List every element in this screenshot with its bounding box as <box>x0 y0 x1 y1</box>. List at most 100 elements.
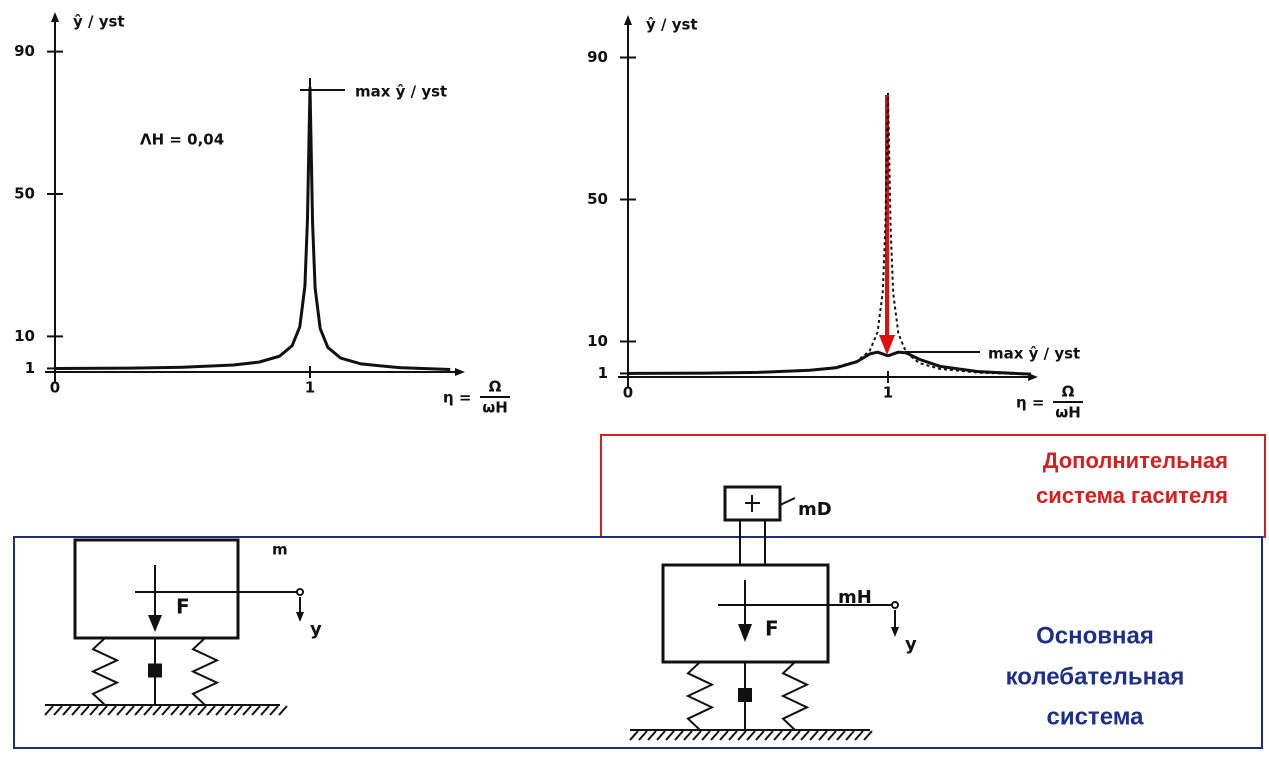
hatch <box>764 730 774 741</box>
hatch <box>233 705 243 716</box>
x-label-den: ωH <box>482 399 508 417</box>
main-text: колебательная <box>1006 663 1185 690</box>
y-tick-label: 90 <box>587 48 608 66</box>
y-tick-label: 1 <box>25 359 35 377</box>
x-tick-label: 1 <box>305 379 315 397</box>
annotation: max ŷ / yst <box>355 83 447 101</box>
x-tick-label: 1 <box>883 384 893 402</box>
y-tick-label: 90 <box>14 42 35 60</box>
hatch <box>719 730 729 741</box>
damper-cup <box>148 663 162 678</box>
curve <box>54 87 451 371</box>
hatch <box>728 730 738 741</box>
hatch <box>782 730 792 741</box>
damper-cup <box>738 688 752 702</box>
x-tick-label: 0 <box>50 379 60 397</box>
annotation: max ŷ / yst <box>988 345 1080 363</box>
arrow-head <box>879 335 895 355</box>
hatch <box>701 730 711 741</box>
x-label-num: Ω <box>1062 383 1075 401</box>
force-label: F <box>765 617 779 641</box>
hatch <box>251 705 261 716</box>
hatch <box>134 705 144 716</box>
hatch <box>845 730 855 741</box>
x-axis-label: η = <box>1016 394 1044 412</box>
spring <box>90 637 120 706</box>
annotation: ΛH = 0,04 <box>140 131 224 149</box>
arrow-head <box>891 627 899 637</box>
x-label-den: ωH <box>1055 404 1081 422</box>
hatch <box>791 730 801 741</box>
hatch <box>269 705 279 716</box>
arrow-head <box>624 15 632 25</box>
arrow-head <box>148 615 162 632</box>
damper-text: система гасителя <box>1036 483 1228 508</box>
hatch <box>773 730 783 741</box>
y-label: y <box>310 619 322 640</box>
hatch <box>44 705 54 716</box>
y-tick-label: 10 <box>587 332 608 350</box>
y-tick-label: 50 <box>587 190 608 208</box>
arrow-head <box>738 624 752 642</box>
hatch <box>278 705 288 716</box>
damper-text: Дополнительная <box>1043 448 1228 473</box>
hatch <box>179 705 189 716</box>
hatch <box>800 730 810 741</box>
hatch <box>215 705 225 716</box>
hatch <box>836 730 846 741</box>
y-axis-label: ŷ / yst <box>646 16 698 34</box>
hatch <box>98 705 108 716</box>
force-label: F <box>176 595 190 619</box>
spring <box>780 661 810 731</box>
hatch <box>692 730 702 741</box>
hatch <box>71 705 81 716</box>
hatch <box>89 705 99 716</box>
hatch <box>863 730 873 741</box>
main-frame <box>13 536 1263 749</box>
main-mass-label: mH <box>838 587 872 608</box>
x-label-num: Ω <box>489 378 502 396</box>
arrow-head <box>51 12 59 22</box>
main-text: Основная <box>1036 622 1154 649</box>
ref-point <box>296 588 304 596</box>
hatch <box>710 730 720 741</box>
hatch <box>629 730 639 741</box>
spring <box>685 661 715 731</box>
hatch <box>242 705 252 716</box>
hatch <box>818 730 828 741</box>
curve <box>627 350 1032 376</box>
arrow-head <box>296 612 304 622</box>
hatch <box>683 730 693 741</box>
hatch <box>188 705 198 716</box>
hatch <box>647 730 657 741</box>
damper-mass-label: mD <box>798 499 832 520</box>
hatch <box>116 705 126 716</box>
hatch <box>224 705 234 716</box>
spring <box>190 637 220 706</box>
y-axis-label: ŷ / yst <box>73 13 125 31</box>
hatch <box>755 730 765 741</box>
hatch <box>260 705 270 716</box>
hatch <box>80 705 90 716</box>
curve <box>627 92 1032 376</box>
x-tick-label: 0 <box>623 384 633 402</box>
hatch <box>197 705 207 716</box>
y-tick-label: 50 <box>14 185 35 203</box>
hatch <box>170 705 180 716</box>
hatch <box>665 730 675 741</box>
hatch <box>161 705 171 716</box>
diagram: Дополнительная система гасителя Основная… <box>13 95 1266 749</box>
hatch <box>746 730 756 741</box>
main-text: система <box>1046 703 1144 730</box>
arrow-head <box>455 368 465 376</box>
y-label: y <box>905 634 917 655</box>
y-tick-label: 10 <box>14 327 35 345</box>
leader <box>779 497 796 506</box>
hatch <box>827 730 837 741</box>
hatch <box>737 730 747 741</box>
hatch <box>53 705 63 716</box>
hatch <box>674 730 684 741</box>
hatch <box>809 730 819 741</box>
hatch <box>656 730 666 741</box>
